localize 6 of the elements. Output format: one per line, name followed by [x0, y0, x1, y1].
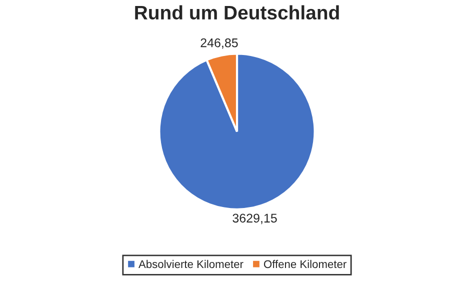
legend-label: Absolvierte Kilometer: [138, 260, 244, 268]
data-label: 246,85: [200, 38, 238, 49]
chart-title: Rund um Deutschland: [135, 5, 339, 20]
pie-slice: [158, 52, 316, 210]
data-label: 3629,15: [232, 214, 277, 224]
legend-label: Offene Kilometer: [264, 260, 346, 268]
